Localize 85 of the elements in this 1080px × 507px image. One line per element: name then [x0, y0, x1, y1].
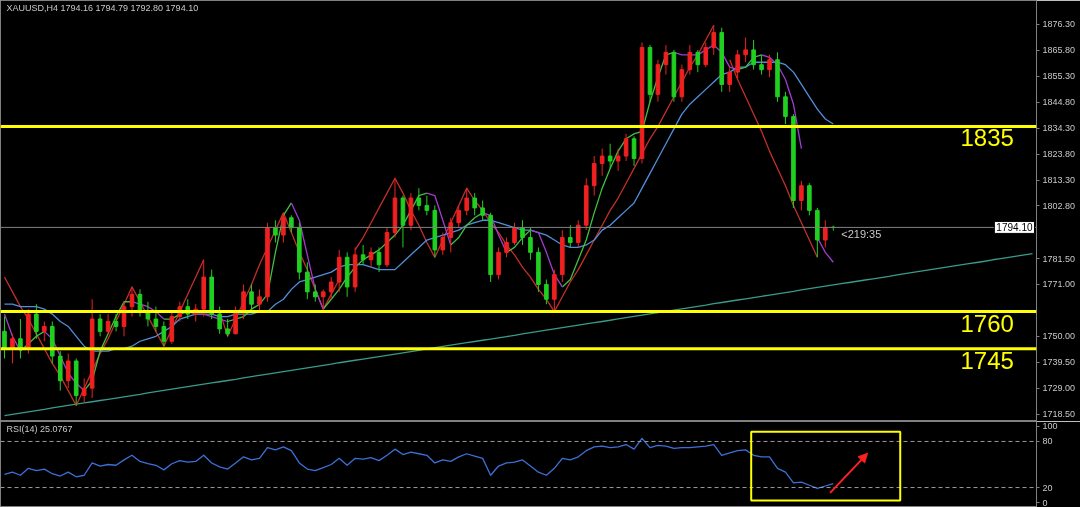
- candlestick: [97, 313, 103, 337]
- line-series: [3, 252, 1034, 417]
- candlestick: [161, 321, 167, 347]
- candlestick: [599, 148, 605, 177]
- candlestick: [328, 276, 334, 300]
- candlestick: [480, 200, 485, 221]
- candlestick: [257, 288, 262, 313]
- candlestick: [496, 246, 501, 281]
- candlestick: [568, 224, 573, 248]
- candlestick: [591, 155, 597, 197]
- candlestick: [520, 219, 525, 246]
- candlestick: [472, 192, 477, 216]
- y-tick-label: 1750.00: [1042, 331, 1076, 342]
- candlestick: [615, 148, 621, 172]
- candlestick: [113, 313, 119, 332]
- y-tick-label: 1718.50: [1042, 409, 1076, 420]
- candlestick: [281, 212, 286, 243]
- candlestick: [273, 219, 278, 243]
- chart-title: XAUUSD,H4 1794.16 1794.79 1792.80 1794.10: [6, 2, 199, 13]
- y-tick-label: 1865.80: [1042, 45, 1076, 56]
- candlestick: [153, 306, 159, 332]
- y-tick-label: 1844.80: [1042, 97, 1076, 108]
- candlestick: [607, 143, 613, 169]
- candlestick: [448, 217, 454, 253]
- candlestick: [464, 187, 469, 216]
- candlestick: [743, 37, 748, 63]
- y-tick-label: 1729.00: [1042, 383, 1076, 394]
- candlestick: [759, 54, 764, 76]
- candlestick: [105, 313, 111, 335]
- candlestick: [623, 133, 629, 162]
- candlestick: [512, 222, 517, 246]
- ref-line-label: 1835: [960, 124, 1014, 152]
- chart-title: RSI(14) 25.0767: [6, 423, 73, 434]
- y-tick-label: 80: [1042, 436, 1053, 447]
- candlestick: [368, 246, 374, 268]
- candlestick: [233, 306, 238, 335]
- candlestick: [81, 377, 87, 404]
- y-tick-label: 1823.80: [1042, 149, 1076, 160]
- candlestick: [528, 227, 533, 261]
- candlestick: [504, 237, 509, 258]
- candlestick: [34, 303, 39, 340]
- candlestick: [735, 49, 740, 81]
- candlestick: [416, 187, 422, 211]
- candlestick: [663, 44, 669, 76]
- y-tick-label: 1834.30: [1042, 123, 1076, 134]
- candlestick: [783, 91, 788, 125]
- candlestick: [241, 283, 246, 320]
- y-tick-label: 1813.30: [1042, 175, 1076, 186]
- candlestick: [65, 353, 71, 389]
- candlestick: [711, 24, 717, 56]
- y-tick-label: 1739.50: [1042, 357, 1076, 368]
- candlestick: [249, 283, 254, 313]
- y-tick-label: 1771.00: [1042, 279, 1076, 290]
- annotation: <219:35: [841, 228, 882, 241]
- y-tick-label: 1876.30: [1042, 19, 1076, 30]
- line-series: [3, 437, 834, 489]
- y-tick-label: 20: [1042, 482, 1053, 493]
- y-tick-label: 1781.50: [1042, 253, 1076, 264]
- candlestick: [544, 279, 549, 305]
- ref-line-label: 1794.10: [996, 222, 1033, 234]
- candlestick: [751, 39, 756, 71]
- candlestick: [687, 44, 693, 76]
- candlestick: [767, 54, 772, 78]
- candlestick: [456, 204, 462, 229]
- ref-line-label: 1760: [960, 309, 1014, 337]
- candlestick: [360, 244, 366, 266]
- y-tick-label: 1855.30: [1042, 71, 1076, 82]
- candlestick: [695, 49, 701, 73]
- candlestick: [575, 219, 581, 248]
- candlestick: [2, 316, 7, 360]
- candlestick: [42, 321, 47, 342]
- candlestick: [440, 232, 446, 256]
- y-tick-label: 100: [1042, 421, 1058, 432]
- candlestick: [217, 306, 222, 335]
- candlestick: [823, 219, 828, 248]
- candlestick: [727, 66, 732, 93]
- candlestick: [18, 318, 23, 360]
- candlestick: [799, 180, 804, 211]
- candlestick: [305, 261, 310, 300]
- candlestick: [703, 41, 709, 68]
- y-tick-label: 0: [1042, 497, 1048, 507]
- candlestick: [424, 195, 430, 216]
- ref-line-label: 1745: [960, 346, 1014, 374]
- candlestick: [320, 288, 326, 310]
- y-tick-label: 1802.80: [1042, 200, 1076, 211]
